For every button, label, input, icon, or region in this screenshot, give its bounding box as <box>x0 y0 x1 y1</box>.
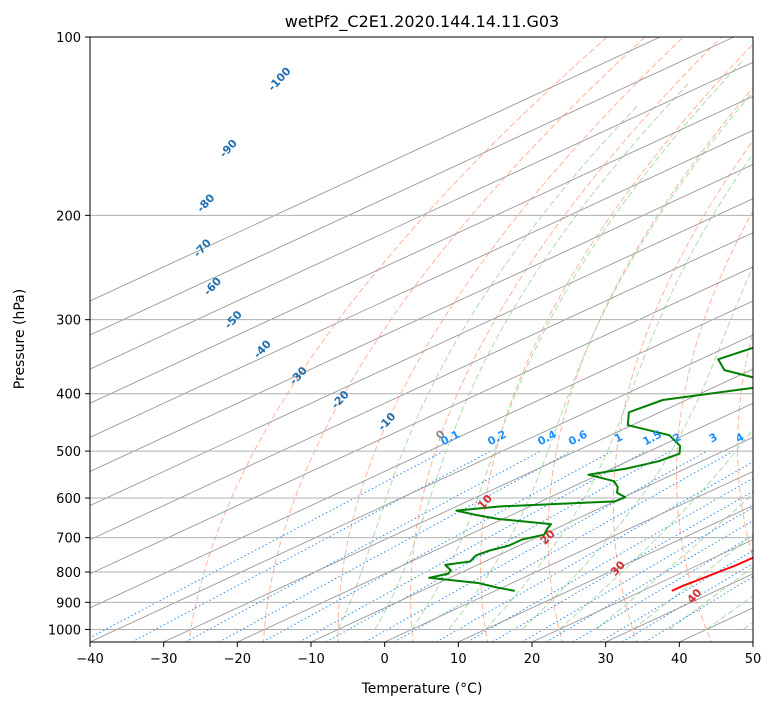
y-tick-label: 400 <box>56 388 81 403</box>
moist-adiabat-line <box>522 37 775 629</box>
x-tick-label: 30 <box>597 652 614 667</box>
isotherm-line <box>16 37 775 642</box>
moist-adiabat-line <box>485 37 775 629</box>
dry-adiabat-label: -50 <box>222 308 245 332</box>
moist-adiabat-line <box>559 37 775 629</box>
dry-adiabat-line <box>338 10 712 654</box>
x-tick-label: 20 <box>524 652 541 667</box>
dry-adiabat-label: -100 <box>265 65 294 94</box>
x-tick-label: 40 <box>671 652 688 667</box>
isotherm-line <box>0 37 775 642</box>
mixing-ratio-label: 1.5 <box>641 428 664 449</box>
mixing-ratio-line <box>132 451 491 642</box>
dry-adiabat-label: -10 <box>375 410 398 434</box>
dry-adiabat-label: 30 <box>608 558 628 578</box>
x-tick-label: 10 <box>450 652 467 667</box>
isotherm-line <box>0 37 775 642</box>
dry-adiabat-label: -80 <box>194 191 217 215</box>
mixing-ratio-line <box>365 451 707 642</box>
isotherm-line <box>0 37 660 642</box>
temperature-line <box>672 37 775 591</box>
moist-adiabat-line <box>670 37 775 629</box>
chart-title: wetPf2_C2E1.2020.144.14.11.G03 <box>285 12 559 32</box>
isotherm-line <box>385 37 775 642</box>
dry-adiabat-label: -60 <box>201 275 224 299</box>
x-tick-label: −10 <box>297 652 324 667</box>
dry-adiabat-label: -30 <box>287 364 310 388</box>
x-tick-label: 50 <box>745 652 762 667</box>
mixing-ratio-line <box>82 451 444 642</box>
y-tick-label: 200 <box>56 209 81 224</box>
moist-adiabat-line <box>412 62 742 630</box>
y-axis-label: Pressure (hPa) <box>12 289 28 389</box>
background-lines <box>0 10 775 654</box>
mixing-ratio-line <box>600 451 775 642</box>
dry-adiabat-line <box>187 10 638 654</box>
mixing-ratio-label: 0.2 <box>485 428 508 449</box>
isotherm-line <box>0 37 775 642</box>
mixing-ratio-line <box>492 451 775 642</box>
dry-adiabat-label: -90 <box>217 137 240 161</box>
y-tick-label: 100 <box>56 31 81 46</box>
x-axis-label: Temperature (°C) <box>361 681 483 697</box>
mixing-ratio-line <box>622 451 775 642</box>
y-tick-label: 800 <box>56 566 81 581</box>
isotherm-line <box>753 37 775 642</box>
dry-adiabat-label: -20 <box>329 388 352 412</box>
x-tick-label: −30 <box>150 652 177 667</box>
dry-adiabat-label: 40 <box>684 586 704 606</box>
y-tick-label: 1000 <box>48 623 81 638</box>
dry-adiabat-line <box>738 10 775 654</box>
moist-adiabat-line <box>449 37 775 629</box>
moist-adiabat-line <box>706 37 775 629</box>
x-tick-label: −40 <box>76 652 103 667</box>
isotherm-line <box>0 37 775 642</box>
mixing-ratio-line <box>326 451 671 642</box>
mixing-ratio-line <box>186 451 541 642</box>
y-tick-label: 600 <box>56 492 81 507</box>
y-tick-label: 300 <box>56 314 81 329</box>
y-tick-label: 900 <box>56 596 81 611</box>
isotherm-line <box>606 37 775 642</box>
isotherm-line <box>0 37 734 642</box>
y-tick-label: 500 <box>56 445 81 460</box>
x-tick-label: −20 <box>224 652 251 667</box>
y-tick-label: 700 <box>56 532 81 547</box>
isotherm-line <box>0 37 775 642</box>
mixing-ratio-label: 3 <box>707 430 720 445</box>
mixing-ratio-line <box>263 451 612 642</box>
isotherm-line <box>311 37 775 642</box>
mixing-ratio-label: 0.6 <box>566 428 590 449</box>
isotherm-line <box>0 37 775 642</box>
isotherm-line <box>0 37 775 642</box>
dry-adiabat-label: -40 <box>251 337 274 361</box>
dry-adiabat-line <box>411 10 749 654</box>
mixing-ratio-label: 4 <box>733 430 746 445</box>
dry-adiabat-label: -70 <box>191 236 214 260</box>
x-tick-label: 0 <box>381 652 389 667</box>
mixing-ratio-label: 1 <box>612 430 625 445</box>
mixing-ratio-line <box>219 451 572 642</box>
